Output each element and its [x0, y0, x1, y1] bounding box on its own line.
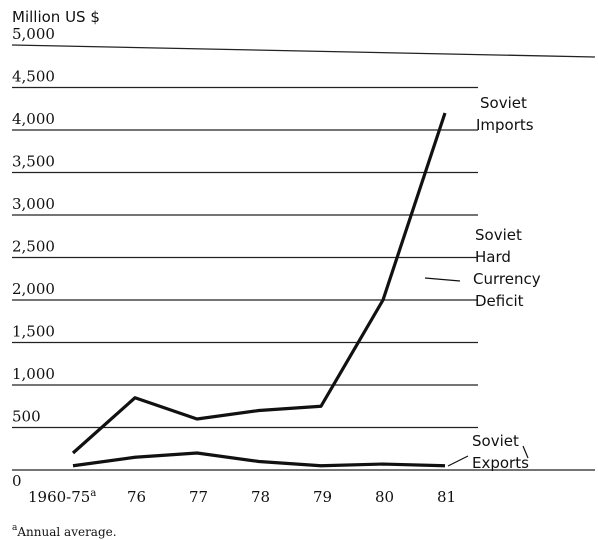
- x-tick-text: 77: [189, 488, 208, 506]
- y-tick-label: 500: [12, 408, 41, 426]
- x-tick-label: 79: [313, 488, 332, 506]
- y-tick-label: 5,000: [12, 25, 55, 43]
- x-tick-text: 81: [437, 488, 456, 506]
- y-tick-label: 4,000: [12, 110, 55, 128]
- annotation: Imports: [476, 116, 534, 134]
- y-tick-label: 4,500: [12, 68, 55, 86]
- x-tick-text: 78: [251, 488, 270, 506]
- annotation: Exports: [472, 454, 529, 472]
- annotation: Hard: [475, 248, 511, 266]
- annotation: Currency: [473, 270, 541, 288]
- y-axis-label: Million US $: [12, 8, 100, 26]
- x-tick-label: 80: [375, 488, 394, 506]
- x-tick-text: 79: [313, 488, 332, 506]
- x-tick-text: 76: [127, 488, 146, 506]
- series-line: [71, 112, 447, 455]
- annotation: Soviet: [475, 226, 522, 244]
- leader-line: [522, 445, 529, 459]
- leader-line: [424, 277, 461, 282]
- y-tick-label: 3,000: [12, 195, 55, 213]
- x-tick-text: 80: [375, 488, 394, 506]
- y-tick-label: 2,500: [12, 238, 55, 256]
- y-tick-label: 1,500: [12, 323, 55, 341]
- x-tick-label: 78: [251, 488, 270, 506]
- x-tick-label: 81: [437, 488, 456, 506]
- y-tick-label: 2,000: [12, 280, 55, 298]
- series-line: [72, 451, 446, 468]
- footnote: aAnnual average.: [12, 523, 117, 539]
- y-tick-label: 3,500: [12, 153, 55, 171]
- x-tick-text: 1960-75: [28, 488, 90, 506]
- grid-line: [11, 44, 596, 58]
- annotation: Deficit: [475, 292, 524, 310]
- x-tick-label: 77: [189, 488, 208, 506]
- footnote-marker: a: [90, 488, 96, 499]
- annotation: Soviet: [472, 432, 519, 450]
- footnote-text: Annual average.: [16, 525, 116, 539]
- annotation: Soviet: [480, 94, 527, 112]
- leader-line: [447, 455, 469, 467]
- x-tick-label: 76: [127, 488, 146, 506]
- x-tick-label: 1960-75a: [28, 488, 96, 506]
- footnote-marker: a: [12, 523, 18, 533]
- y-tick-label: 1,000: [12, 365, 55, 383]
- y-tick-label: 0: [12, 472, 22, 490]
